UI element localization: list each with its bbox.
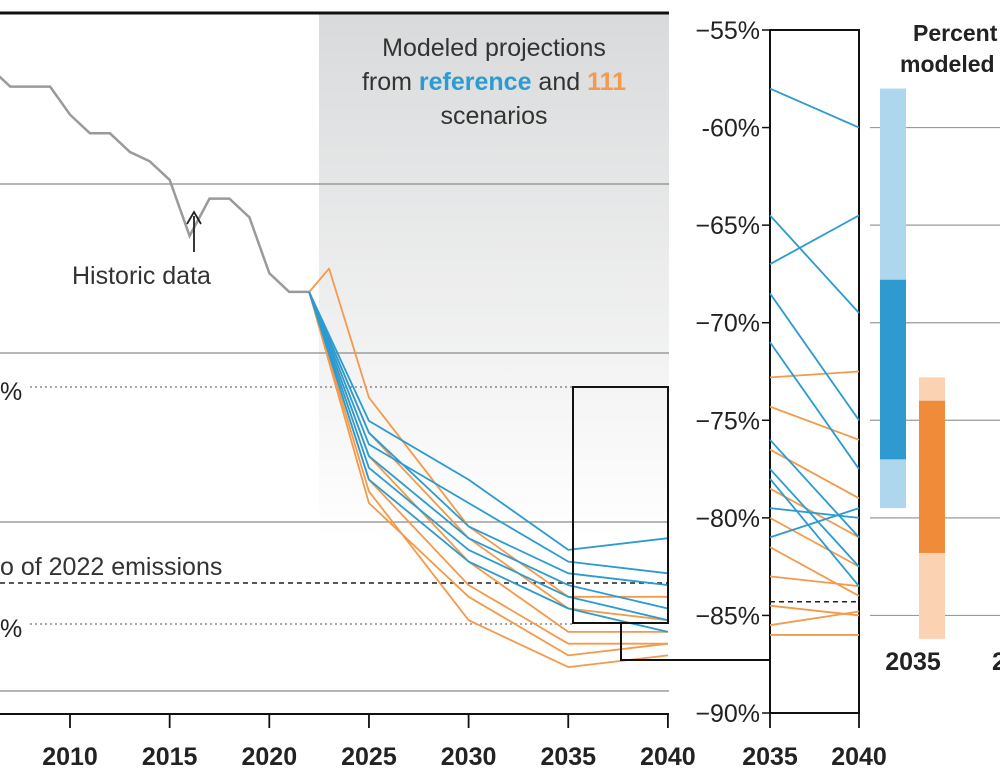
x-tick-label: 2030 <box>441 743 497 769</box>
projection-title-pre: from <box>362 68 419 96</box>
projection-title-line3: scenarios <box>441 102 548 130</box>
reference-word: reference <box>419 68 532 96</box>
projection-title-line1: Modeled projections <box>382 34 606 62</box>
zoom-x-tick-label: 2040 <box>831 743 887 769</box>
zoom-reference-line <box>769 341 860 470</box>
zoom-scenario-111-line <box>769 448 860 500</box>
zoom-scenario-111-line <box>769 546 860 597</box>
zoom-y-tick-label: −65% <box>695 212 760 240</box>
left-percent-label-top: % <box>0 378 22 406</box>
zoom-y-tick-label: −90% <box>695 700 760 728</box>
emissions-note: o of 2022 emissions <box>0 553 222 581</box>
zoom-y-tick-label: −55% <box>695 17 760 45</box>
zoom-y-ticks: −55% -60% −65% −70% −75% −80% −85% −90% <box>695 17 770 728</box>
x-tick-label: 2020 <box>241 743 297 769</box>
scenario-111-projection-line <box>308 291 669 668</box>
zoom-panel <box>769 29 860 714</box>
main-x-ticks: 2010 2015 2020 2025 2030 2035 2040 <box>42 714 696 769</box>
zoom-reference-line <box>769 478 860 587</box>
x-tick-label: 2015 <box>142 743 198 769</box>
reference-range-inner <box>880 279 906 460</box>
left-percent-label-bottom: % <box>0 615 22 643</box>
zoom-reference-line <box>769 468 860 568</box>
zoom-reference-line <box>769 292 860 421</box>
scenario-111-range-inner <box>919 400 945 553</box>
zoom-y-tick-label: −85% <box>695 602 760 630</box>
zoom-x-ticks: 2035 2040 <box>742 713 887 769</box>
reference-projection-line <box>308 291 669 633</box>
zoom-reference-line <box>769 507 860 519</box>
zoom-y-tick-label: -60% <box>702 115 760 143</box>
range-bars-layer <box>880 88 945 639</box>
reference-projection-line <box>308 291 669 551</box>
historic-arrow-head <box>186 210 202 225</box>
zoom-y-tick-label: −80% <box>695 505 760 533</box>
zoom-scenario-111-line <box>769 575 860 588</box>
x-tick-label: 2025 <box>341 743 397 769</box>
zoom-x-tick-label: 2035 <box>742 743 798 769</box>
scenario-111-projection-line <box>308 291 669 657</box>
reference-projection-line <box>308 291 669 575</box>
range-x-label-next: 2 <box>992 648 1000 676</box>
zoom-lines-layer <box>769 87 860 636</box>
zoom-scenario-111-line <box>769 517 860 568</box>
zoom-y-tick-label: −70% <box>695 310 760 338</box>
reference-projection-line <box>308 291 669 586</box>
zoom-connector <box>620 623 770 661</box>
range-title-line1: Percent <box>913 20 998 46</box>
zoom-reference-line <box>769 214 860 314</box>
zoom-reference-line <box>769 214 860 265</box>
x-tick-label: 2010 <box>42 743 98 769</box>
projection-lines-layer <box>308 267 669 668</box>
zoom-reference-line <box>769 507 860 539</box>
projection-title-mid: and <box>531 68 587 96</box>
zoom-scenario-111-line <box>769 405 860 441</box>
zoom-y-tick-label: −75% <box>695 407 760 435</box>
scenario-111-projection-line <box>308 267 668 598</box>
zoom-reference-line <box>769 87 860 129</box>
zoom-panel-frame <box>769 29 860 714</box>
x-tick-label: 2040 <box>640 743 696 769</box>
historic-data-label: Historic data <box>72 262 211 290</box>
zoom-reference-line <box>769 439 860 538</box>
scenario-111-word: 111 <box>587 68 626 96</box>
range-x-label: 2035 <box>885 648 941 676</box>
zoom-scenario-111-line <box>769 370 860 379</box>
historic-layer <box>0 75 310 294</box>
historic-line <box>0 75 310 294</box>
reference-projection-line <box>308 291 669 622</box>
zoom-scenario-111-line <box>769 610 860 627</box>
projection-title-line2: from reference and 111 <box>362 68 626 96</box>
range-title-line2: modeled <box>900 51 995 77</box>
reference-projection-line <box>308 291 669 610</box>
x-tick-label: 2035 <box>540 743 596 769</box>
